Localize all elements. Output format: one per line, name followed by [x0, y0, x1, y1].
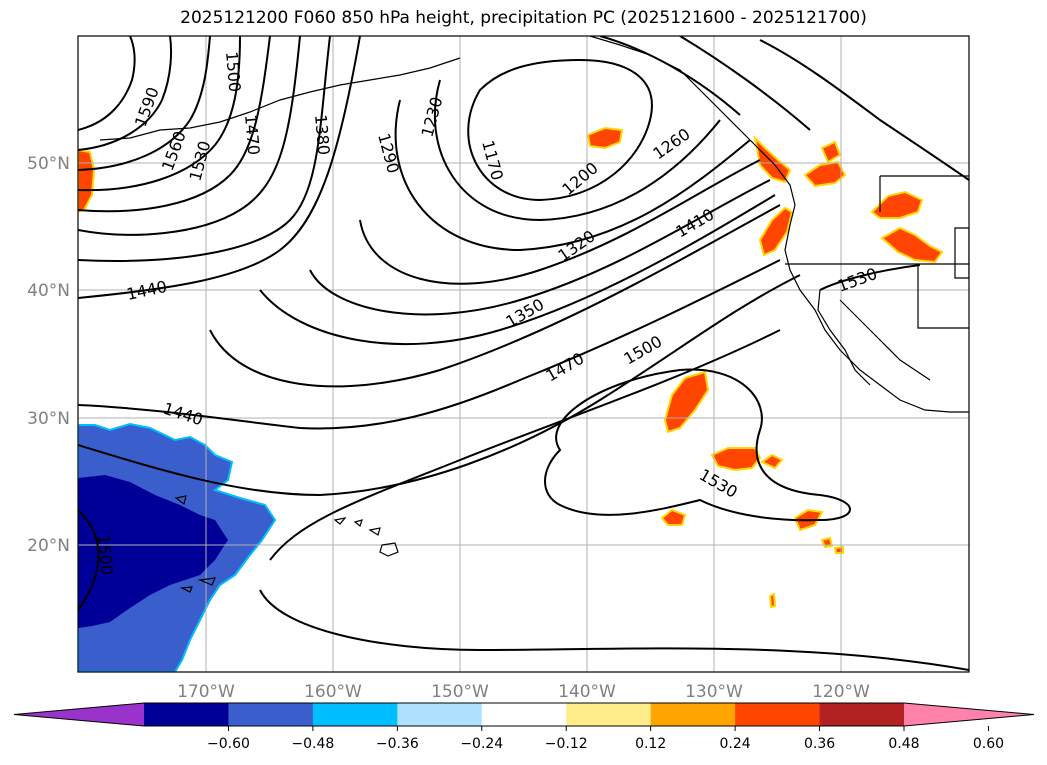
colorbar-tick-label: 0.12 — [635, 736, 666, 752]
lat-label: 30°N — [27, 409, 70, 429]
colorbar-segment — [312, 703, 398, 726]
contour-label: 1500 — [94, 534, 116, 576]
colorbar-segment — [819, 703, 905, 726]
contour-label: 1560 — [158, 129, 190, 174]
contour-label: 1290 — [374, 131, 403, 175]
colorbar-segment — [735, 703, 821, 726]
colorbar-segment — [481, 703, 567, 726]
contour-label: 1500 — [222, 51, 244, 93]
colorbar-segment — [650, 703, 736, 726]
lat-label: 40°N — [27, 281, 70, 301]
colorbar-tick-label: −0.36 — [376, 736, 419, 752]
contour-label: 1350 — [503, 295, 548, 332]
latitude-labels: 50°N 40°N 30°N 20°N — [27, 154, 70, 556]
colorbar-segment — [228, 703, 314, 726]
colorbar-tick-label: 0.48 — [888, 736, 919, 752]
lon-label: 140°W — [558, 682, 616, 702]
colorbar-extend-high — [904, 703, 1034, 726]
contour-label: 1230 — [418, 95, 447, 139]
positive-precip-patches — [78, 126, 944, 609]
lon-label: 130°W — [685, 682, 743, 702]
contour-label: 1470 — [543, 349, 588, 386]
contour-label: 1380 — [311, 114, 333, 156]
colorbar: −0.60 −0.48 −0.36 −0.24 −0.12 0.12 0.24 0.36 0.4… — [13, 702, 1035, 752]
map-frame — [77, 35, 970, 673]
lon-label: 160°W — [304, 682, 362, 702]
contour-label: 1530 — [835, 264, 880, 296]
colorbar-tick-label: −0.24 — [460, 736, 503, 752]
map-title: 2025121200 F060 850 hPa height, precipit… — [180, 8, 867, 28]
contour-label: 1320 — [554, 226, 598, 265]
colorbar-tick-label: 0.60 — [973, 736, 1004, 752]
contour-label: 1260 — [649, 124, 693, 163]
contour-label: 1170 — [478, 138, 507, 182]
longitude-labels: 170°W 160°W 150°W 140°W 130°W 120°W — [177, 682, 870, 702]
lat-label: 50°N — [27, 154, 70, 174]
height-contours — [78, 36, 969, 671]
colorbar-tick-label: 0.36 — [804, 736, 835, 752]
colorbar-extend-low — [14, 703, 144, 726]
strong-negative-region — [78, 475, 228, 628]
lon-label: 170°W — [177, 682, 235, 702]
lon-label: 120°W — [812, 682, 870, 702]
colorbar-segment — [397, 703, 483, 726]
contour-label: 1470 — [241, 114, 263, 156]
colorbar-segment — [144, 703, 229, 726]
contour-label: 1440 — [161, 399, 206, 430]
colorbar-tick-label: −0.48 — [291, 736, 334, 752]
contour-label: 1530 — [186, 139, 215, 183]
lat-label: 20°N — [27, 536, 70, 556]
contour-label: 1410 — [673, 205, 718, 242]
colorbar-outline — [13, 702, 1035, 727]
colorbar-tick-label: −0.12 — [545, 736, 588, 752]
contour-label: 1440 — [125, 277, 169, 304]
lon-label: 150°W — [431, 682, 489, 702]
colorbar-tick-label: 0.24 — [720, 736, 751, 752]
coastlines — [99, 36, 969, 593]
colorbar-tick-label: −0.60 — [207, 736, 250, 752]
colorbar-segment — [566, 703, 652, 726]
